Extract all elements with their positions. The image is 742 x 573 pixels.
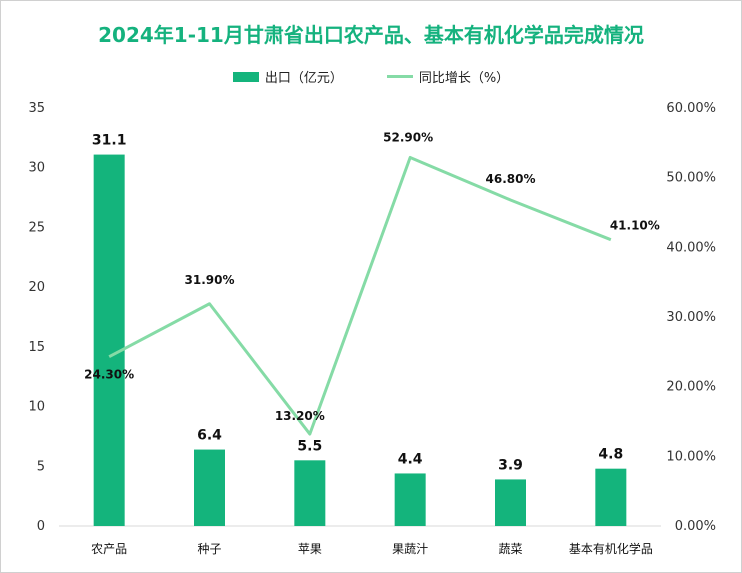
bar [294, 460, 326, 526]
y-left-tick-label: 5 [37, 459, 45, 474]
line-data-label: 13.20% [275, 409, 325, 423]
x-tick-label: 种子 [197, 542, 221, 556]
y-left-tick-label: 35 [28, 101, 45, 116]
bar-data-label: 6.4 [197, 428, 222, 444]
y-right-tick-label: 30.00% [666, 310, 716, 325]
y-right-tick-label: 60.00% [666, 101, 716, 116]
line-data-label: 41.10% [610, 219, 660, 233]
bar-data-label: 4.8 [598, 447, 623, 463]
y-right-tick-label: 0.00% [675, 519, 716, 534]
bar [495, 479, 526, 526]
y-left-tick-label: 15 [28, 340, 45, 355]
line-data-label: 46.80% [486, 172, 536, 186]
legend-label-line: 同比增长（%） [418, 71, 510, 86]
legend-label-bar: 出口（亿元） [264, 71, 343, 86]
y-left-tick-label: 10 [28, 400, 45, 415]
bar [93, 154, 125, 526]
bar-data-label: 5.5 [297, 438, 322, 454]
chart-title: 2024年1-11月甘肃省出口农产品、基本有机化学品完成情况 [98, 23, 644, 47]
series-line [108, 155, 612, 436]
legend-item-line: 同比增长（%） [386, 67, 510, 86]
y-left-tick-label: 20 [28, 280, 45, 295]
bar [595, 468, 627, 526]
bar [394, 473, 426, 526]
bar-data-label: 31.1 [92, 133, 127, 149]
bar [194, 449, 225, 526]
x-tick-label: 果蔬汁 [392, 542, 428, 556]
line-data-label: 31.90% [185, 273, 235, 287]
y-left-tick-label: 0 [37, 519, 45, 534]
chart-legend: 出口（亿元） 同比增长（%） [1, 67, 741, 86]
x-tick-label: 蔬菜 [498, 542, 522, 556]
line-data-label: 24.30% [84, 368, 134, 382]
x-tick-label: 农产品 [91, 542, 127, 556]
line-data-label: 52.90% [383, 130, 433, 144]
y-right-tick-label: 10.00% [666, 449, 716, 464]
x-tick-label: 苹果 [298, 542, 322, 556]
legend-swatch-bar [232, 71, 259, 82]
bar-data-label: 4.4 [398, 451, 423, 467]
y-right-tick-label: 50.00% [666, 171, 716, 186]
bar-data-label: 3.9 [498, 457, 523, 473]
legend-item-bar: 出口（亿元） [232, 67, 343, 86]
x-tick-label: 基本有机化学品 [569, 541, 653, 556]
y-right-tick-label: 40.00% [666, 240, 716, 255]
y-left-tick-label: 30 [28, 161, 45, 176]
y-left-tick-label: 25 [28, 220, 45, 235]
legend-swatch-line [386, 75, 413, 78]
y-right-tick-label: 20.00% [666, 380, 716, 395]
